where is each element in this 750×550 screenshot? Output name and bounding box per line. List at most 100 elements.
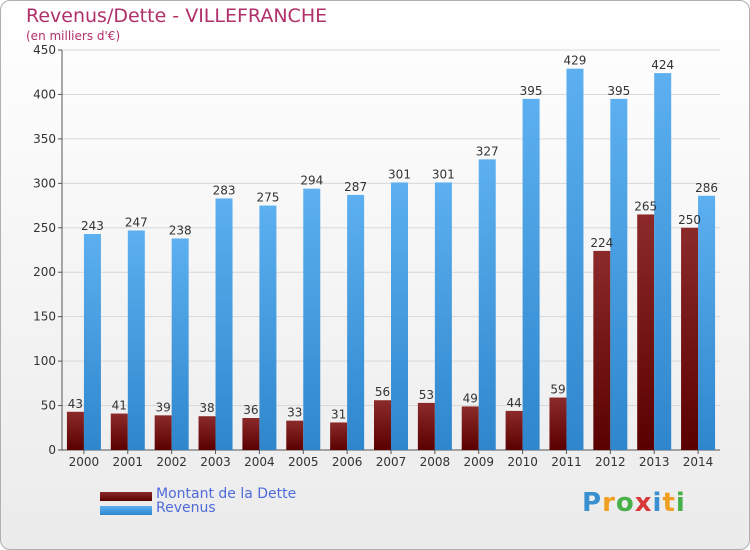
x-tick-label-2009: 2009 <box>463 455 494 469</box>
x-tick-label-2013: 2013 <box>639 455 670 469</box>
bar-revenue-2007 <box>391 182 408 450</box>
chart-title: Revenus/Dette - VILLEFRANCHE <box>26 5 328 27</box>
y-tick-label: 0 <box>48 443 56 457</box>
y-tick-label: 150 <box>33 310 56 324</box>
data-label-debt-2005: 33 <box>287 406 302 420</box>
x-tick-label-2004: 2004 <box>244 455 275 469</box>
data-label-revenue-2007: 301 <box>388 167 411 181</box>
data-label-revenue-2014: 286 <box>695 181 718 195</box>
bar-debt-2002 <box>154 415 172 450</box>
bar-revenue-2010 <box>522 98 540 450</box>
bar-debt-2014 <box>681 227 699 450</box>
data-label-debt-2012: 224 <box>590 236 613 250</box>
bar-debt-2007 <box>374 400 391 450</box>
legend-label-debt: Montant de la Dette <box>156 486 297 502</box>
data-label-debt-2011: 59 <box>550 383 565 397</box>
data-label-revenue-2011: 429 <box>564 54 587 68</box>
data-label-debt-2003: 38 <box>199 401 214 415</box>
legend-label-revenue: Revenus <box>156 500 216 516</box>
logo-letter: P <box>582 488 603 518</box>
x-tick-label-2014: 2014 <box>683 455 714 469</box>
bar-revenue-2004 <box>259 205 277 450</box>
data-label-revenue-2004: 275 <box>256 191 279 205</box>
data-label-debt-2009: 49 <box>463 391 478 405</box>
data-label-revenue-2012: 395 <box>607 84 630 98</box>
bar-revenue-2014 <box>698 195 716 450</box>
bar-debt-2003 <box>198 416 216 450</box>
bar-revenue-2002 <box>171 238 189 450</box>
proxiti-logo: Proxiti <box>582 488 686 518</box>
data-label-debt-2004: 36 <box>243 403 258 417</box>
logo-letter: r <box>602 488 616 518</box>
bar-debt-2010 <box>505 410 523 450</box>
data-label-revenue-2003: 283 <box>213 183 236 197</box>
x-tick-label-2005: 2005 <box>288 455 319 469</box>
bar-revenue-2008 <box>434 182 452 450</box>
data-label-revenue-2010: 395 <box>520 84 543 98</box>
x-tick-label-2001: 2001 <box>113 455 144 469</box>
y-tick-label: 400 <box>33 87 56 101</box>
data-label-revenue-2002: 238 <box>169 223 192 237</box>
x-tick-label-2006: 2006 <box>332 455 363 469</box>
data-label-revenue-2006: 287 <box>344 180 367 194</box>
data-label-revenue-2008: 301 <box>432 167 455 181</box>
x-tick-label-2002: 2002 <box>156 455 187 469</box>
bar-debt-2009 <box>461 406 479 450</box>
data-label-revenue-2001: 247 <box>125 215 148 229</box>
bar-debt-2012 <box>593 250 611 450</box>
bar-debt-2005 <box>286 420 304 450</box>
bar-debt-2000 <box>66 411 84 450</box>
bar-chart: 0 50 100 150 200 250 300 350 400 450 43 243 2000 41 24… <box>33 43 720 469</box>
data-label-debt-2013: 265 <box>634 199 657 213</box>
y-tick-label: 100 <box>33 354 56 368</box>
logo-letter: i <box>675 488 686 518</box>
x-tick-label-2010: 2010 <box>507 455 538 469</box>
x-tick-label-2012: 2012 <box>595 455 626 469</box>
bar-revenue-2005 <box>303 188 321 450</box>
bar-revenue-2000 <box>83 234 101 450</box>
x-tick-label-2003: 2003 <box>200 455 231 469</box>
bar-debt-2008 <box>417 402 435 450</box>
x-tick-label-2011: 2011 <box>551 455 582 469</box>
bar-debt-2004 <box>242 418 260 450</box>
data-label-debt-2002: 39 <box>156 400 171 414</box>
bar-revenue-2006 <box>347 194 365 450</box>
data-label-revenue-2005: 294 <box>300 174 323 188</box>
logo-letter: x <box>634 488 653 518</box>
x-tick-label-2000: 2000 <box>69 455 100 469</box>
data-label-revenue-2013: 424 <box>651 58 674 72</box>
bar-debt-2011 <box>549 397 567 450</box>
logo-letter: i <box>652 488 663 518</box>
bar-revenue-2011 <box>566 68 584 451</box>
logo-letter: t <box>662 488 676 518</box>
legend-swatch-debt <box>100 492 152 501</box>
data-label-revenue-2000: 243 <box>81 219 104 233</box>
logo-letter: o <box>615 488 635 518</box>
data-label-revenue-2009: 327 <box>476 144 499 158</box>
data-label-debt-2006: 31 <box>331 407 346 421</box>
y-tick-label: 450 <box>33 43 56 57</box>
chart-subtitle: (en milliers d'€) <box>26 29 121 43</box>
y-tick-label: 250 <box>33 221 56 235</box>
x-tick-label-2007: 2007 <box>376 455 407 469</box>
bar-debt-2006 <box>330 422 348 450</box>
data-label-debt-2000: 43 <box>68 397 83 411</box>
bar-revenue-2001 <box>127 230 145 450</box>
bar-revenue-2009 <box>478 159 496 451</box>
data-label-debt-2014: 250 <box>678 213 701 227</box>
y-tick-label: 350 <box>33 132 56 146</box>
bar-revenue-2003 <box>215 198 233 450</box>
y-tick-label: 50 <box>41 399 56 413</box>
bar-revenue-2013 <box>654 73 672 450</box>
x-tick-label-2008: 2008 <box>420 455 451 469</box>
data-label-debt-2008: 53 <box>419 388 434 402</box>
bar-revenue-2012 <box>610 98 628 450</box>
bar-debt-2013 <box>637 214 655 450</box>
y-tick-label: 200 <box>33 265 56 279</box>
y-tick-label: 300 <box>33 176 56 190</box>
data-label-debt-2007: 56 <box>375 385 390 399</box>
data-label-debt-2001: 41 <box>112 399 127 413</box>
legend-swatch-revenue <box>100 506 152 515</box>
bar-debt-2001 <box>110 413 128 450</box>
data-label-debt-2010: 44 <box>506 396 521 410</box>
